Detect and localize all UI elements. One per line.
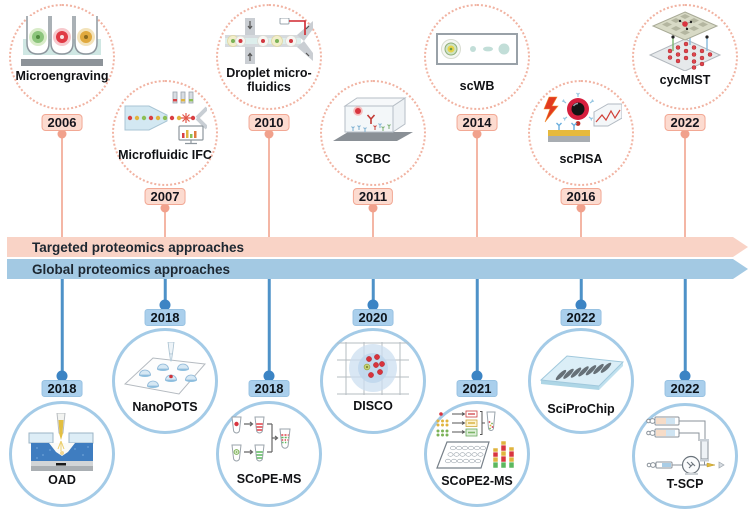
scpisa-illustration [543, 92, 622, 142]
connector-line [683, 279, 687, 376]
year-badge: 2007 [144, 188, 186, 205]
method-circle-scwb: scWB [424, 4, 530, 110]
connector-line [60, 279, 64, 376]
method-circle-disco: DISCO [320, 328, 426, 434]
year-badge: 2021 [456, 380, 498, 397]
year-badge: 2006 [41, 114, 83, 131]
connector-dot [472, 129, 482, 139]
method-circle-microfluidic-ifc: Microfluidic IFC [112, 80, 218, 186]
year-badge: 2014 [456, 114, 498, 131]
connector-line [267, 279, 271, 376]
connector-dot [679, 370, 691, 382]
method-circle-scope-ms: SCoPE-MS [216, 401, 322, 507]
connector-dot [471, 370, 483, 382]
method-circle-microengraving: Microengraving [9, 4, 115, 110]
year-badge: 2022 [664, 380, 706, 397]
connector-line [476, 134, 478, 237]
targeted-band-label: Targeted proteomics approaches [32, 239, 245, 255]
method-circle-scope2-ms: SCoPE2-MS [424, 401, 530, 507]
connector-dot [575, 299, 587, 311]
connector-line [163, 279, 167, 305]
connector-line [268, 134, 270, 237]
connector-line [475, 279, 479, 376]
connector-dot [264, 129, 274, 139]
scbc-illustration [333, 97, 413, 141]
connector-dot [56, 370, 68, 382]
connector-dot [680, 129, 690, 139]
year-badge: 2016 [560, 188, 602, 205]
connector-dot [367, 299, 379, 311]
method-label: OAD [48, 473, 76, 487]
method-circle-nanopots: NanoPOTS [112, 328, 218, 434]
method-circle-sciprochip: SciProChip [528, 328, 634, 434]
disco-illustration [337, 342, 409, 395]
t-scp-illustration [646, 416, 725, 475]
method-label: NanoPOTS [132, 400, 198, 414]
droplet-microfluidics-illustration [225, 18, 313, 64]
method-label: DISCO [353, 399, 393, 413]
year-badge: 2018 [248, 380, 290, 397]
sciprochip-illustration [539, 355, 625, 390]
method-label: Microfluidic IFC [118, 148, 212, 162]
year-badge: 2018 [144, 309, 186, 326]
year-badge: 2018 [41, 380, 83, 397]
method-label: T-SCP [666, 477, 704, 491]
connector-line [371, 279, 375, 305]
connector-line [372, 208, 374, 237]
method-label: Droplet micro- fluidics [226, 66, 312, 94]
method-label: SCoPE-MS [236, 472, 302, 486]
method-circle-t-scp: T-SCP [632, 403, 738, 509]
scope-ms-illustration [231, 416, 291, 462]
method-circle-scbc: SCBC [320, 80, 426, 186]
method-label: cycMIST [659, 73, 711, 87]
connector-line [61, 134, 63, 237]
cycmist-illustration [648, 11, 722, 71]
connector-line [164, 208, 166, 237]
method-label: Microengraving [15, 69, 109, 83]
year-badge: 2010 [248, 114, 290, 131]
method-label: scWB [459, 79, 495, 93]
year-badge: 2020 [352, 309, 394, 326]
year-badge: 2011 [352, 188, 394, 205]
connector-line [684, 134, 686, 237]
connector-dot [57, 129, 67, 139]
global-band-label: Global proteomics approaches [32, 261, 231, 277]
method-label: SciProChip [547, 402, 615, 416]
method-label: SCBC [355, 152, 391, 166]
year-badge: 2022 [664, 114, 706, 131]
connector-dot [368, 203, 378, 213]
scope2-ms-illustration [436, 410, 515, 469]
method-circle-droplet-microfluidics: Droplet micro- fluidics [216, 4, 322, 110]
method-label: SCoPE2-MS [441, 474, 513, 488]
scwb-illustration [436, 33, 518, 65]
connector-dot [576, 203, 586, 213]
method-circle-oad: OAD [9, 401, 115, 507]
connector-dot [160, 203, 170, 213]
connector-dot [159, 299, 171, 311]
connector-line [580, 208, 582, 237]
year-badge: 2022 [560, 309, 602, 326]
method-label: scPISA [559, 152, 603, 166]
method-circle-scpisa: scPISA [528, 80, 634, 186]
global-proteomics-band: Global proteomics approaches [7, 259, 748, 279]
connector-line [579, 279, 583, 305]
method-circle-cycmist: cycMIST [632, 4, 738, 110]
nanopots-illustration [123, 342, 206, 395]
microengraving-illustration [21, 16, 103, 66]
targeted-proteomics-band: Targeted proteomics approaches [7, 237, 748, 257]
microfluidic-ifc-illustration [124, 91, 207, 145]
connector-dot [263, 370, 275, 382]
oad-illustration [28, 413, 94, 471]
